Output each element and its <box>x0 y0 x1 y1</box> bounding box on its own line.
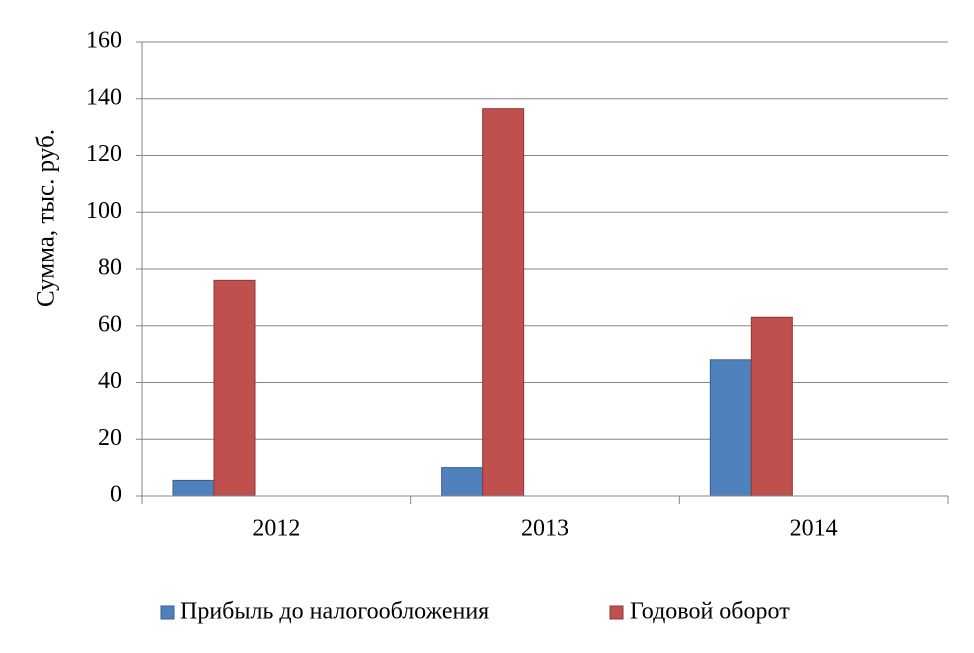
y-tick-label: 120 <box>86 141 122 167</box>
y-tick-label: 20 <box>98 425 122 451</box>
bar-2014-series-2 <box>750 316 793 497</box>
y-tick-label: 40 <box>98 368 122 394</box>
y-tick-label: 160 <box>86 28 122 54</box>
y-tick-label: 100 <box>86 198 122 224</box>
y-tick-label: 0 <box>110 482 122 508</box>
x-tick-label: 2012 <box>252 516 300 542</box>
y-tick-label: 140 <box>86 84 122 110</box>
legend-label: Прибыль до налогообложения <box>180 599 489 625</box>
bars <box>172 108 793 497</box>
bar-2014-series-1 <box>709 359 752 497</box>
y-axis-title: Сумма, тыс. руб. <box>33 129 60 307</box>
x-tick-label: 2014 <box>790 516 838 542</box>
legend-swatch <box>160 605 175 620</box>
bar-2013-series-1 <box>441 467 484 497</box>
gridlines <box>142 41 948 440</box>
y-tick-label: 80 <box>98 255 122 281</box>
y-tick-label: 60 <box>98 311 122 337</box>
legend-item-series-2: Годовой оборот <box>609 599 790 625</box>
y-tick-labels: 0 20 40 60 80 100 120 140 160 <box>86 28 122 508</box>
x-tick-labels: 2012 2013 2014 <box>252 516 837 542</box>
x-tick-label: 2013 <box>521 516 569 542</box>
bar-2012-series-2 <box>213 279 256 497</box>
bar-2012-series-1 <box>172 479 215 497</box>
legend: Прибыль до налогообложения Годовой оборот <box>160 599 790 625</box>
legend-item-series-1: Прибыль до налогообложения <box>160 599 489 625</box>
legend-label: Годовой оборот <box>630 599 790 625</box>
axes <box>136 41 949 504</box>
legend-swatch <box>609 605 624 620</box>
bar-2013-series-2 <box>482 108 525 497</box>
